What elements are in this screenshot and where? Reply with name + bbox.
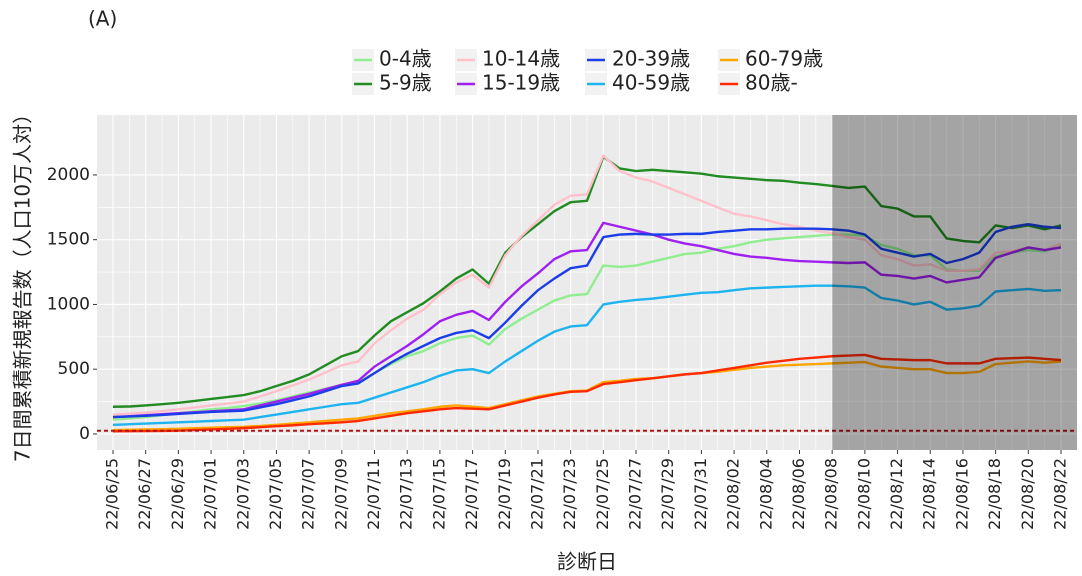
x-tick-label: 22/07/29 <box>658 458 677 530</box>
series-line <box>112 233 1062 421</box>
x-tick-label: 22/06/27 <box>135 458 154 530</box>
x-tick-label: 22/08/10 <box>854 458 873 530</box>
shaded-period <box>832 115 1077 450</box>
x-tick-label: 22/06/29 <box>168 458 187 530</box>
x-tick-label: 22/08/04 <box>756 458 775 530</box>
y-tick-label: 500 <box>58 359 90 379</box>
x-tick-label: 22/07/13 <box>397 458 416 530</box>
series-line <box>112 284 1062 427</box>
x-tick-label: 22/07/05 <box>266 458 285 530</box>
x-tick-label: 22/07/01 <box>201 458 220 530</box>
legend-label: 80歳- <box>745 71 798 95</box>
x-tick-label: 22/07/25 <box>593 458 612 530</box>
x-tick-label: 22/07/31 <box>691 458 710 530</box>
x-tick-label: 22/07/09 <box>331 458 350 530</box>
x-tick-label: 22/07/21 <box>527 458 546 530</box>
x-tick-label: 22/07/19 <box>495 458 514 530</box>
x-tick-label: 22/07/27 <box>626 458 645 530</box>
legend-label: 0-4歳 <box>379 47 432 71</box>
series-line <box>112 222 1062 419</box>
legend-label: 60-79歳 <box>745 47 823 71</box>
x-tick-label: 22/08/08 <box>822 458 841 530</box>
series-line <box>112 155 1062 408</box>
x-tick-label: 22/08/06 <box>789 458 808 530</box>
x-tick-label: 22/07/23 <box>560 458 579 530</box>
series-line <box>112 353 1062 433</box>
x-tick-label: 22/07/17 <box>462 458 481 530</box>
y-axis-title: 7日間累積新規報告数（人口10万人対） <box>11 104 35 462</box>
y-tick-label: 2000 <box>47 165 90 185</box>
x-tick-label: 22/08/02 <box>724 458 743 530</box>
x-tick-label: 22/07/07 <box>299 458 318 530</box>
x-tick-label: 22/08/14 <box>920 458 939 530</box>
legend-label: 40-59歳 <box>612 71 690 95</box>
series-line <box>112 221 1062 419</box>
x-tick-label: 22/07/11 <box>364 458 383 530</box>
x-tick-label: 22/08/20 <box>1018 458 1037 530</box>
y-tick-label: 1000 <box>47 294 90 314</box>
legend-label: 10-14歳 <box>482 47 560 71</box>
x-tick-label: 22/07/03 <box>233 458 252 530</box>
panel-label: (A) <box>88 7 117 31</box>
legend-label: 5-9歳 <box>379 71 432 95</box>
x-tick-label: 22/07/15 <box>429 458 448 530</box>
y-tick-label: 1500 <box>47 230 90 250</box>
series-line <box>112 154 1062 416</box>
legend-label: 15-19歳 <box>482 71 560 95</box>
x-tick-label: 22/06/25 <box>103 458 122 530</box>
y-tick-label: 0 <box>79 424 90 444</box>
x-tick-label: 22/08/16 <box>952 458 971 530</box>
x-tick-label: 22/08/22 <box>1051 458 1070 530</box>
legend-label: 20-39歳 <box>612 47 690 71</box>
x-axis-title: 診断日 <box>557 550 617 574</box>
x-tick-label: 22/08/18 <box>985 458 1004 530</box>
x-tick-label: 22/08/12 <box>887 458 906 530</box>
